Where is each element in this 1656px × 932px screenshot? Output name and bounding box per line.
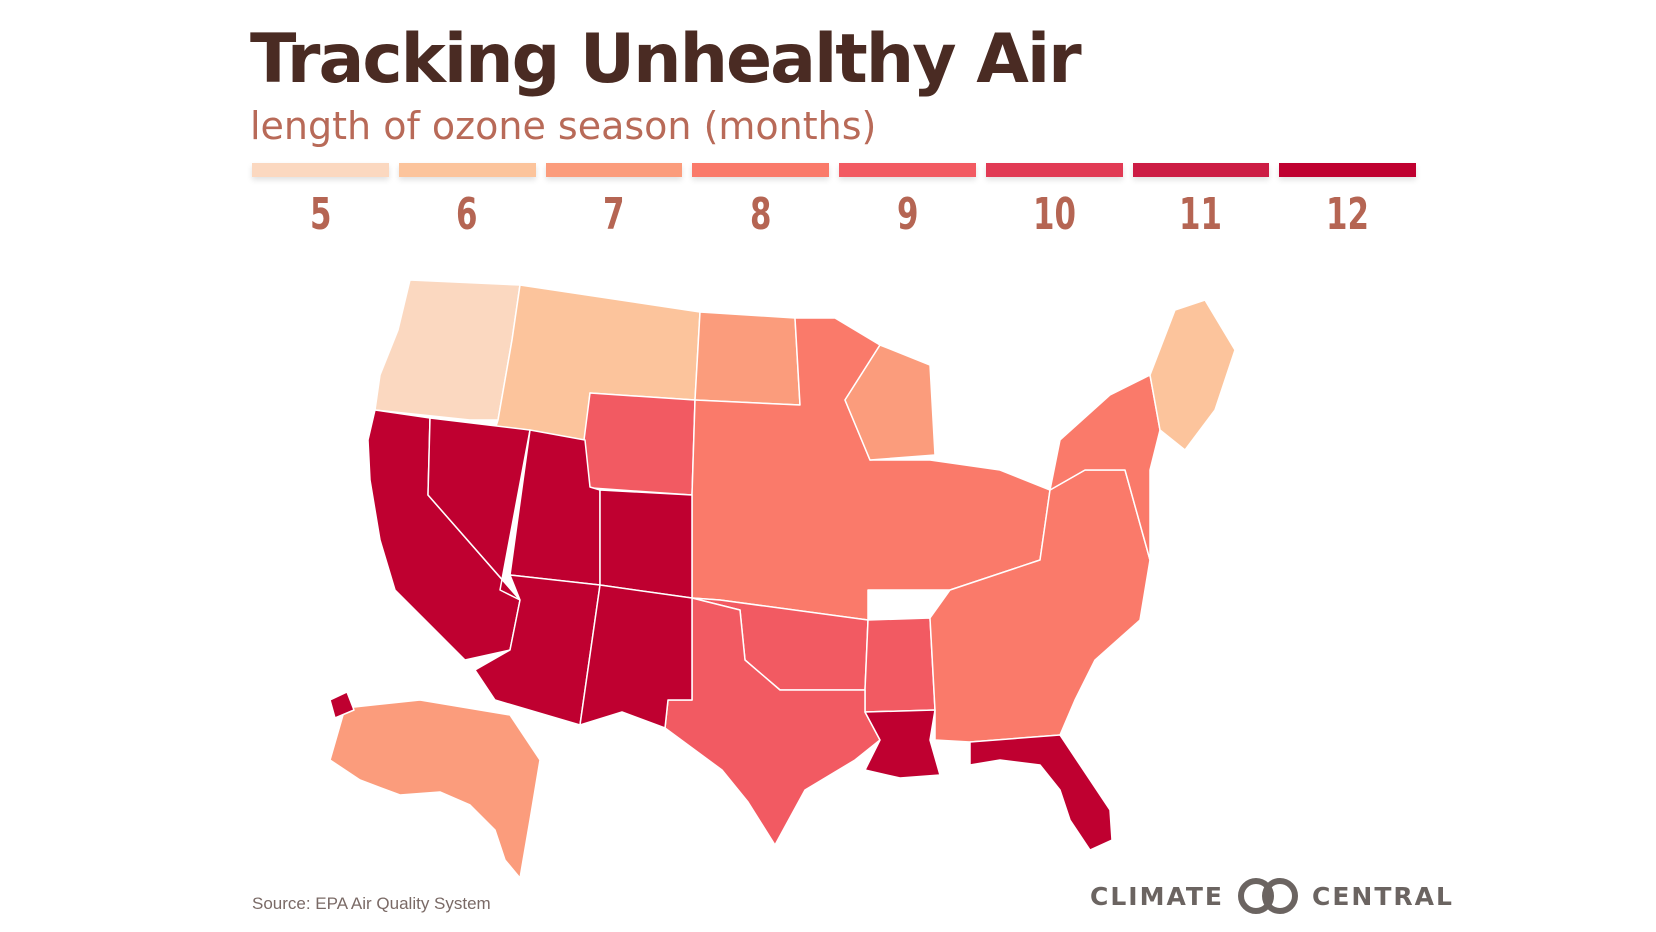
legend-swatch xyxy=(545,163,683,177)
region-north-dakota xyxy=(694,311,801,406)
region-wisconsin xyxy=(844,344,936,461)
region-louisiana xyxy=(864,709,941,779)
legend-label: 6 xyxy=(456,189,478,240)
region-washington-oregon xyxy=(374,279,521,421)
legend-swatch xyxy=(985,163,1123,177)
region-new-mexico xyxy=(579,584,693,729)
legend-item-12: 12 xyxy=(1279,163,1416,240)
region-colorado xyxy=(599,489,693,599)
rings-icon xyxy=(1238,878,1298,914)
legend-swatch xyxy=(398,163,536,177)
legend-item-8: 8 xyxy=(692,163,829,240)
legend-item-11: 11 xyxy=(1132,163,1270,240)
region-wyoming xyxy=(577,392,696,496)
legend-label: 7 xyxy=(603,189,625,240)
brand-text-right: CENTRAL xyxy=(1312,881,1454,911)
legend-item-7: 7 xyxy=(545,163,683,240)
legend-label: 11 xyxy=(1179,189,1223,240)
region-new-england xyxy=(1149,299,1236,451)
brand-text-left: CLIMATE xyxy=(1090,881,1224,911)
legend-label: 5 xyxy=(309,189,332,240)
region-hawaii xyxy=(329,691,355,719)
page-subtitle: length of ozone season (months) xyxy=(250,104,877,148)
legend-swatch xyxy=(692,163,829,177)
legend-item-9: 9 xyxy=(839,163,976,240)
brand-logo: CLIMATE CENTRAL xyxy=(1090,876,1454,916)
page-title: Tracking Unhealthy Air xyxy=(250,20,1082,99)
legend-label: 10 xyxy=(1032,189,1076,240)
legend-swatch xyxy=(252,163,389,177)
region-arkansas xyxy=(864,617,936,713)
legend-swatch xyxy=(839,163,976,177)
region-southeast xyxy=(929,469,1151,743)
region-florida xyxy=(969,734,1113,851)
region-northeast xyxy=(1049,374,1161,561)
legend-label: 12 xyxy=(1326,189,1370,240)
legend-swatch xyxy=(1132,163,1270,177)
source-note: Source: EPA Air Quality System xyxy=(252,894,491,913)
legend-label: 8 xyxy=(749,189,772,240)
legend-item-6: 6 xyxy=(398,163,536,240)
legend: 5 6 7 8 9 10 11 12 xyxy=(252,163,1416,240)
region-alaska xyxy=(329,699,541,879)
region-nevada xyxy=(427,417,531,601)
legend-label: 9 xyxy=(896,189,919,240)
legend-item-10: 10 xyxy=(985,163,1123,240)
legend-swatch xyxy=(1279,163,1416,177)
legend-item-5: 5 xyxy=(252,163,389,240)
